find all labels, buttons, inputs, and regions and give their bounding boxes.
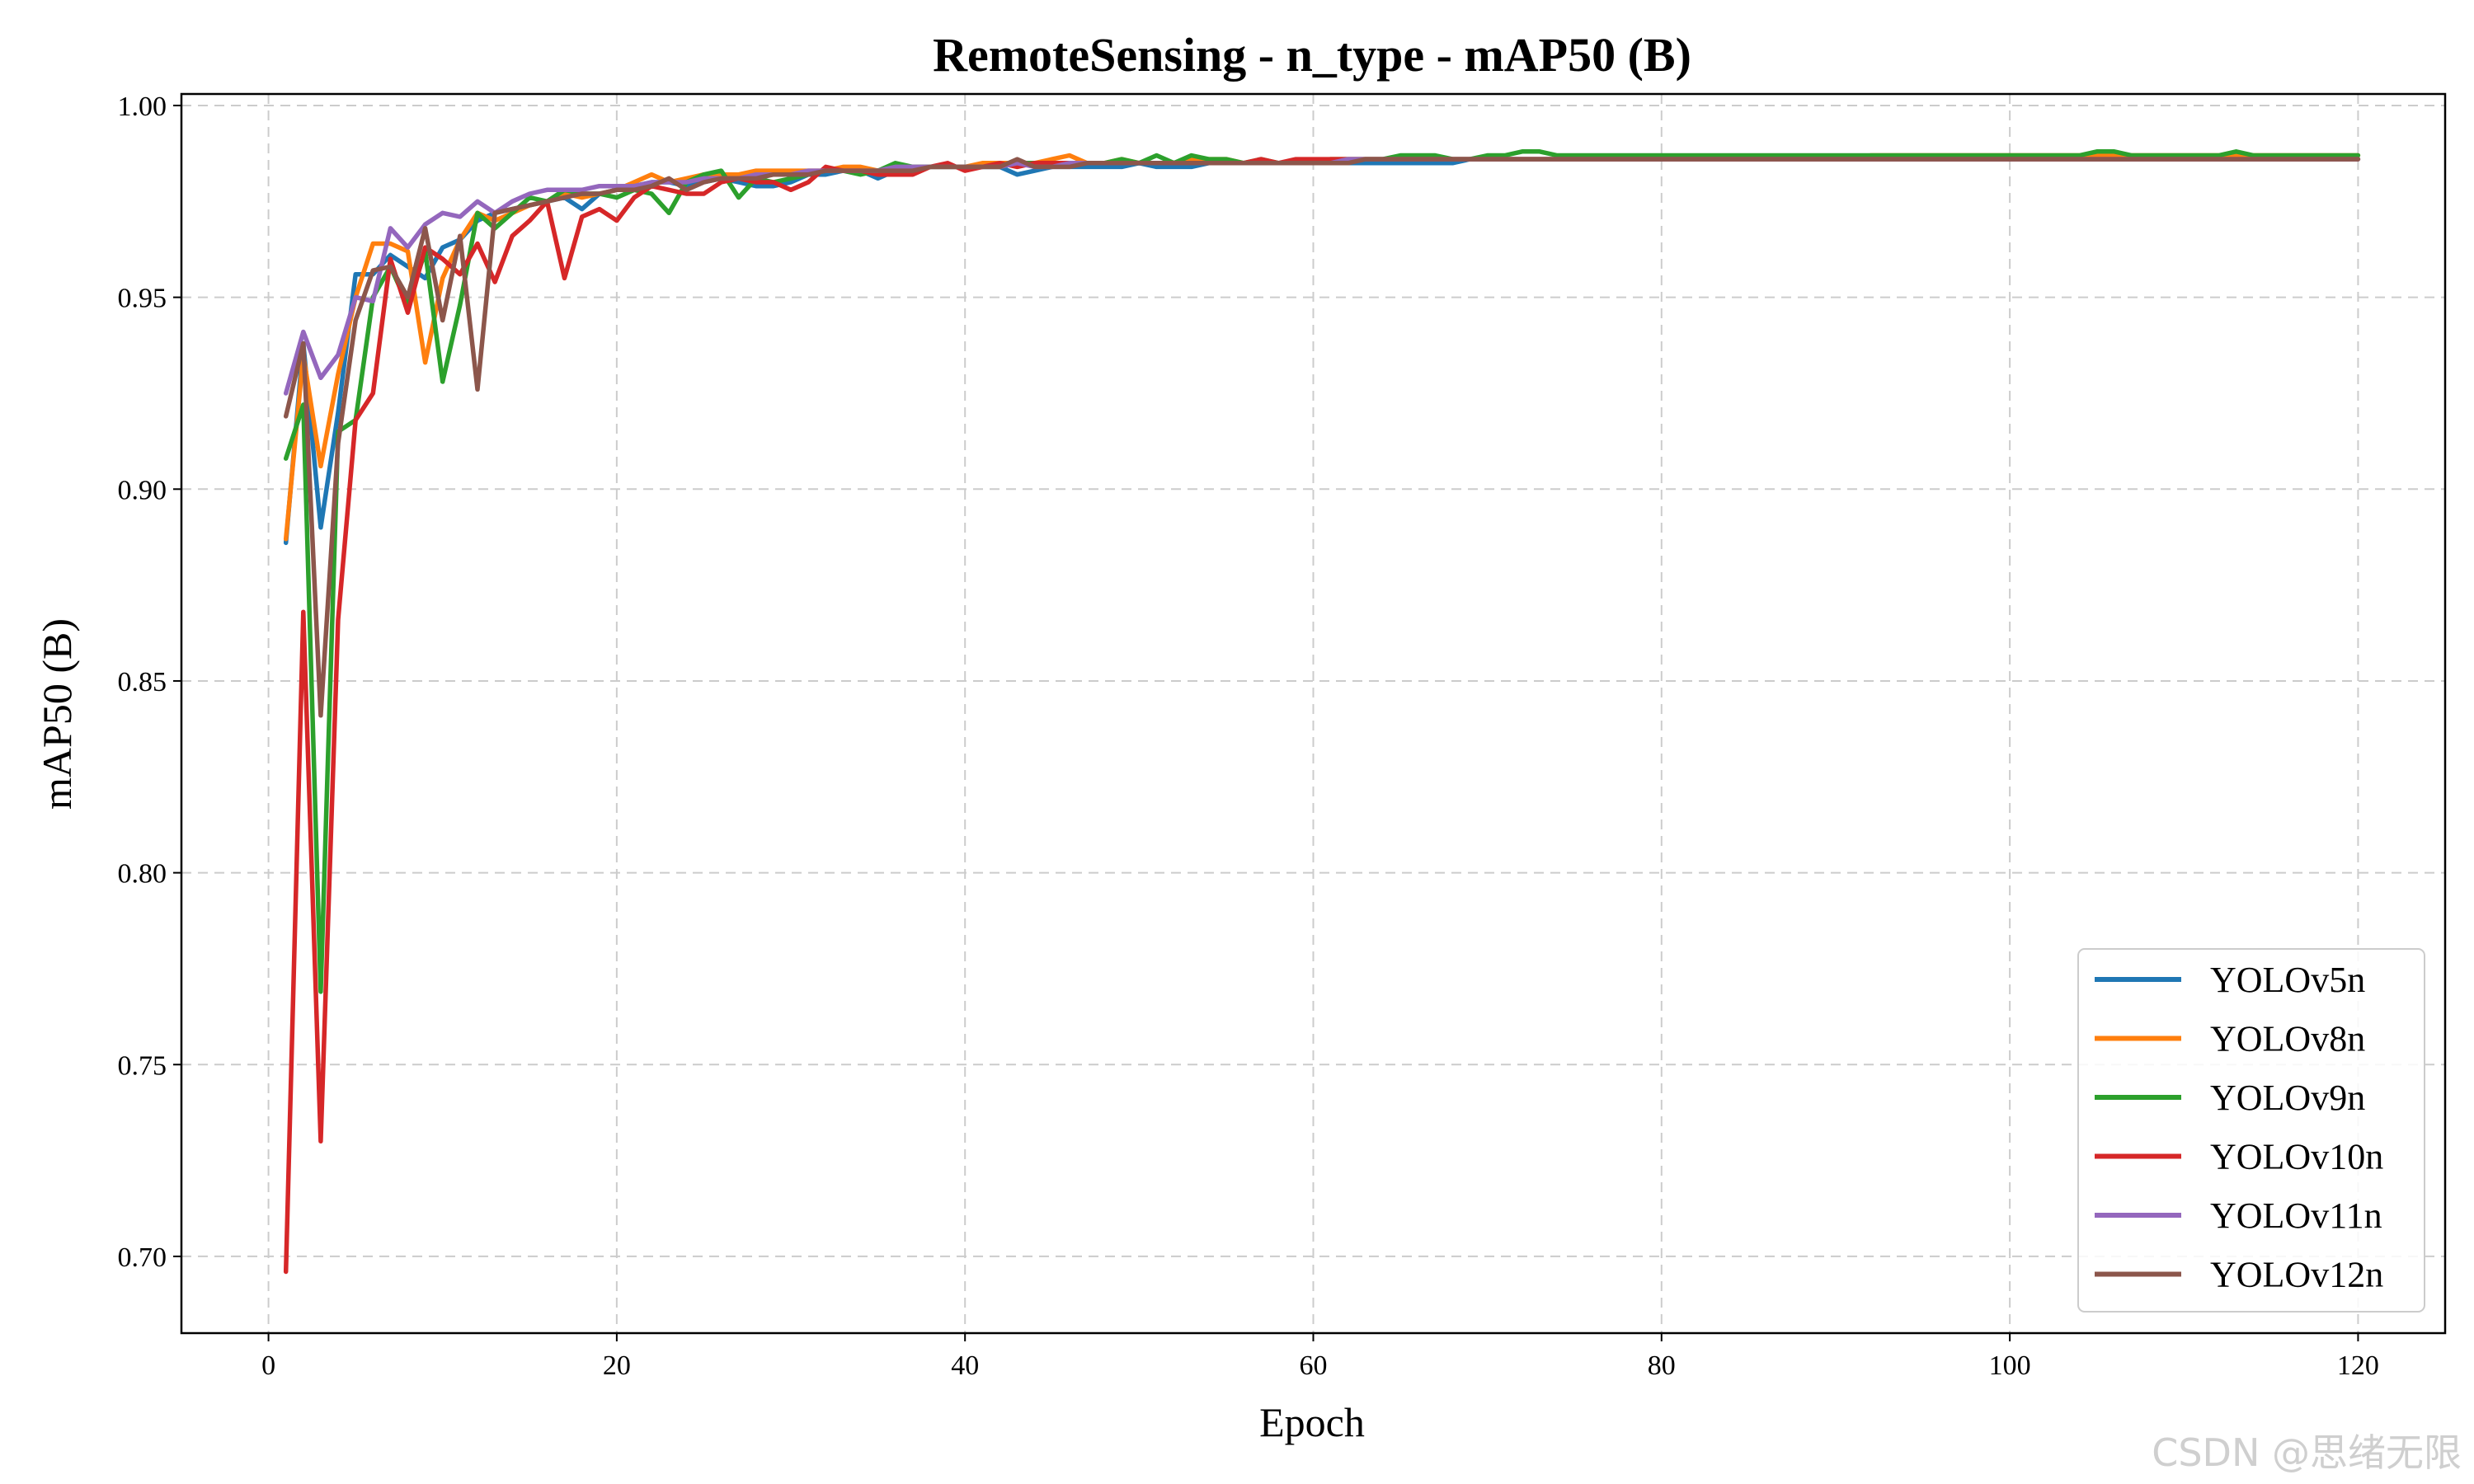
legend-label-yolov5n: YOLOv5n <box>2210 960 2365 1000</box>
legend-label-yolov12n: YOLOv12n <box>2210 1255 2383 1295</box>
legend: YOLOv5n YOLOv8n YOLOv9n YOLOv10n YOLOv11n YOL… <box>2077 948 2425 1313</box>
y-tick-label: 0.75 <box>118 1050 167 1081</box>
y-axis-ticks: 0.70 0.75 0.80 0.85 0.90 0.95 1.00 <box>118 92 181 1273</box>
y-tick-label: 0.95 <box>118 284 167 314</box>
y-tick-label: 1.00 <box>118 92 167 122</box>
y-tick-label: 0.70 <box>118 1242 167 1273</box>
series-line-yolov5n <box>283 157 2361 546</box>
x-tick-label: 20 <box>603 1350 631 1381</box>
series-line-yolov12n <box>283 157 2361 718</box>
x-tick-label: 60 <box>1300 1350 1328 1381</box>
x-tick-label: 100 <box>1989 1350 2031 1381</box>
legend-label-yolov10n: YOLOv10n <box>2210 1137 2383 1177</box>
x-tick-label: 120 <box>2337 1350 2379 1381</box>
y-axis-label: mAP50 (B) <box>34 618 80 810</box>
x-tick-label: 80 <box>1648 1350 1676 1381</box>
chart-title: RemoteSensing - n_type - mAP50 (B) <box>933 28 1691 82</box>
series-line-yolov9n <box>283 149 2361 994</box>
x-tick-label: 40 <box>951 1350 979 1381</box>
x-tick-label: 0 <box>261 1350 275 1381</box>
x-axis-ticks: 0 20 40 60 80 100 120 <box>261 1333 2379 1381</box>
grid <box>181 94 2445 1333</box>
series-line-yolov8n <box>283 153 2361 542</box>
series-line-yolov10n <box>283 157 2361 1275</box>
series-lines <box>283 149 2361 1275</box>
legend-label-yolov8n: YOLOv8n <box>2210 1019 2365 1059</box>
y-tick-label: 0.80 <box>118 859 167 890</box>
watermark: CSDN @思绪无限 <box>2152 1430 2462 1475</box>
legend-label-yolov11n: YOLOv11n <box>2210 1195 2382 1236</box>
legend-label-yolov9n: YOLOv9n <box>2210 1078 2365 1118</box>
y-tick-label: 0.90 <box>118 475 167 505</box>
y-tick-label: 0.85 <box>118 667 167 697</box>
x-axis-label: Epoch <box>1259 1399 1365 1445</box>
